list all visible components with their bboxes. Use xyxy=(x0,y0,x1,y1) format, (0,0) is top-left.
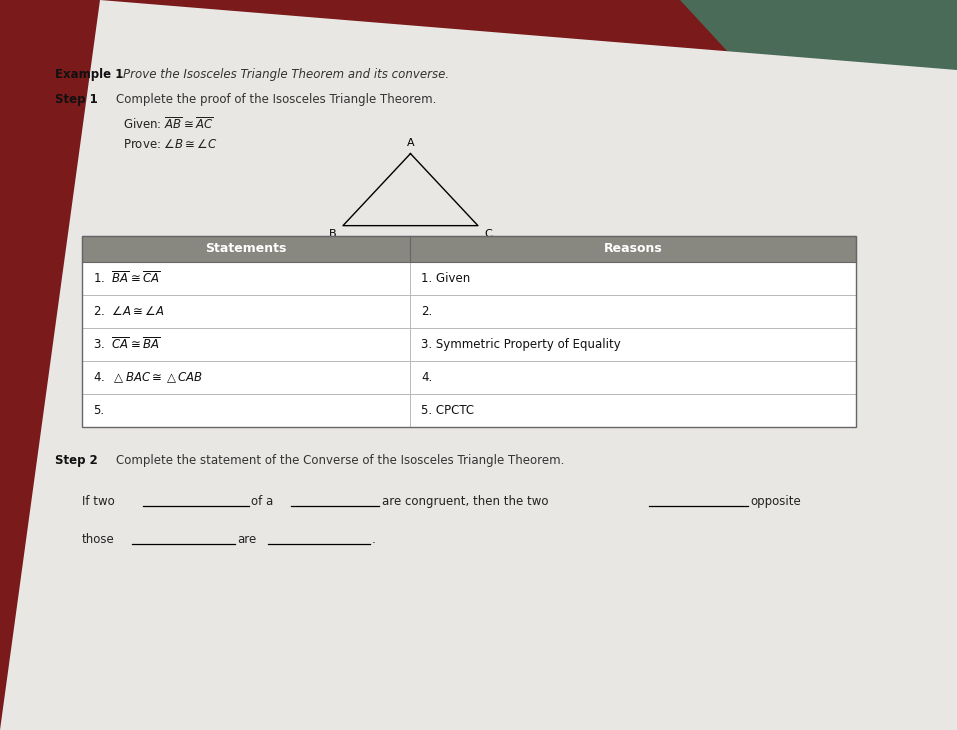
Text: 3. Symmetric Property of Equality: 3. Symmetric Property of Equality xyxy=(421,338,621,351)
FancyBboxPatch shape xyxy=(82,236,411,262)
Text: 5.: 5. xyxy=(93,404,104,417)
FancyBboxPatch shape xyxy=(82,328,411,361)
FancyBboxPatch shape xyxy=(82,393,411,427)
Text: 2.: 2. xyxy=(421,305,433,318)
Text: Step 2: Step 2 xyxy=(56,454,98,467)
Text: 3.  $\overline{CA} \cong \overline{BA}$: 3. $\overline{CA} \cong \overline{BA}$ xyxy=(93,337,161,353)
Text: are: are xyxy=(237,533,257,546)
Text: B: B xyxy=(328,229,336,239)
Text: 1. Given: 1. Given xyxy=(421,272,471,285)
Text: Complete the proof of the Isosceles Triangle Theorem.: Complete the proof of the Isosceles Tria… xyxy=(117,93,436,106)
Polygon shape xyxy=(560,0,957,300)
Text: those: those xyxy=(82,533,115,546)
Text: 5. CPCTC: 5. CPCTC xyxy=(421,404,475,417)
Text: Given: $\overline{AB} \cong \overline{AC}$: Given: $\overline{AB} \cong \overline{AC… xyxy=(122,116,213,132)
FancyBboxPatch shape xyxy=(411,393,856,427)
FancyBboxPatch shape xyxy=(411,236,856,262)
Text: Example 1: Example 1 xyxy=(56,68,123,81)
Text: C: C xyxy=(485,229,493,239)
Text: 2.  $\angle A \cong \angle A$: 2. $\angle A \cong \angle A$ xyxy=(93,305,165,318)
FancyBboxPatch shape xyxy=(82,295,411,328)
Text: Complete the statement of the Converse of the Isosceles Triangle Theorem.: Complete the statement of the Converse o… xyxy=(117,454,565,467)
Text: If two: If two xyxy=(82,496,115,508)
Text: 1.  $\overline{BA} \cong \overline{CA}$: 1. $\overline{BA} \cong \overline{CA}$ xyxy=(93,271,161,286)
Text: of a: of a xyxy=(252,496,274,508)
Text: are congruent, then the two: are congruent, then the two xyxy=(382,496,548,508)
Text: A: A xyxy=(407,138,414,148)
Text: Prove the Isosceles Triangle Theorem and its converse.: Prove the Isosceles Triangle Theorem and… xyxy=(122,68,449,81)
Text: 4.  $\triangle BAC \cong \triangle CAB$: 4. $\triangle BAC \cong \triangle CAB$ xyxy=(93,370,203,385)
Text: Reasons: Reasons xyxy=(604,242,662,255)
Text: Step 1: Step 1 xyxy=(56,93,98,106)
FancyBboxPatch shape xyxy=(411,295,856,328)
Text: Prove: $\angle B \cong \angle C$: Prove: $\angle B \cong \angle C$ xyxy=(122,139,217,152)
Text: .: . xyxy=(371,533,375,546)
FancyBboxPatch shape xyxy=(411,262,856,295)
FancyBboxPatch shape xyxy=(82,262,411,295)
Text: 4.: 4. xyxy=(421,371,433,384)
FancyBboxPatch shape xyxy=(411,361,856,393)
FancyBboxPatch shape xyxy=(82,361,411,393)
Text: opposite: opposite xyxy=(750,496,801,508)
FancyBboxPatch shape xyxy=(411,328,856,361)
Text: Statements: Statements xyxy=(206,242,287,255)
